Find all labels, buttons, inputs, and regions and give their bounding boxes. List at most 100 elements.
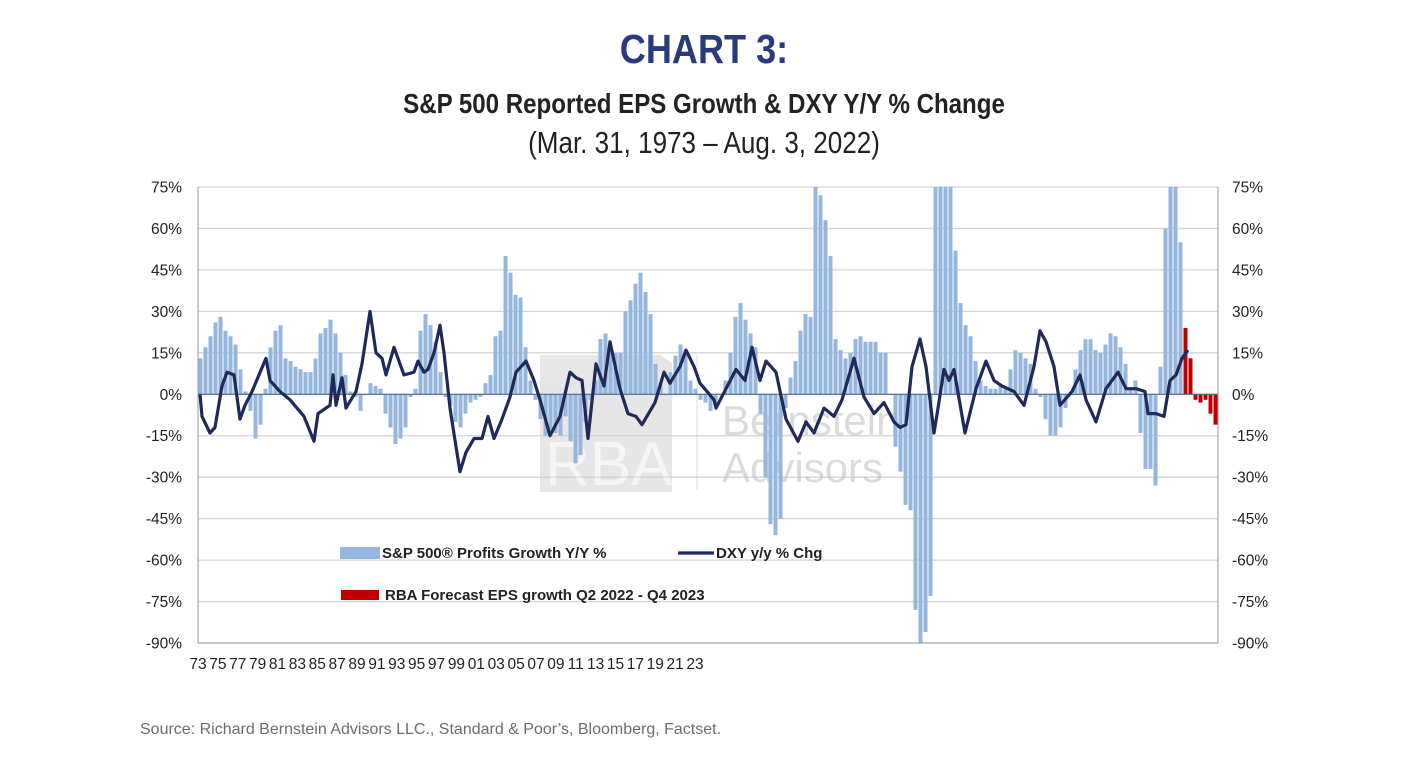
- eps-bar: [1113, 336, 1118, 395]
- axes: 75% 75% 60% 60% 45% 45% 30% 30% 15% 15% 0% 0% -15% -1…: [146, 180, 1269, 674]
- eps-bar: [1158, 366, 1163, 395]
- eps-bar: [1163, 228, 1168, 395]
- eps-bar: [498, 330, 503, 395]
- x-tick-label: 05: [507, 656, 524, 673]
- eps-bar: [958, 303, 963, 395]
- eps-bar: [1173, 187, 1178, 395]
- eps-bar: [368, 383, 373, 395]
- eps-bar: [313, 358, 318, 395]
- eps-bar: [553, 394, 558, 433]
- eps-bar: [533, 394, 538, 400]
- eps-bar: [993, 388, 998, 395]
- eps-bar: [318, 333, 323, 395]
- eps-bar: [883, 352, 888, 395]
- x-tick-label: 11: [568, 656, 584, 673]
- x-tick-label: 73: [189, 656, 206, 673]
- eps-bar: [828, 256, 833, 395]
- eps-bar: [683, 350, 688, 395]
- eps-bar: [1048, 394, 1053, 436]
- eps-bar: [273, 330, 278, 395]
- y-tick-label-right: 15%: [1232, 345, 1263, 362]
- eps-bar: [478, 394, 483, 398]
- legend-label-forecast: RBA Forecast EPS growth Q2 2022 - Q4 202…: [385, 587, 705, 604]
- eps-bar: [308, 372, 313, 395]
- eps-bar: [1128, 388, 1133, 395]
- x-tick-label: 93: [388, 656, 405, 673]
- eps-bar: [258, 394, 263, 425]
- eps-bar: [263, 388, 268, 395]
- eps-bar: [648, 314, 653, 395]
- forecast-bar: [1188, 358, 1193, 395]
- y-tick-label-right: -60%: [1232, 553, 1268, 570]
- eps-bar: [413, 388, 418, 395]
- eps-bar: [693, 388, 698, 395]
- eps-bar: [868, 341, 873, 395]
- eps-bar: [438, 372, 443, 395]
- eps-bar: [708, 394, 713, 411]
- eps-bar: [468, 394, 473, 403]
- eps-bar: [653, 363, 658, 395]
- dxy-line: [198, 309, 1190, 474]
- y-tick-label-right: 75%: [1232, 180, 1263, 197]
- eps-bar: [913, 394, 918, 610]
- eps-bar: [948, 187, 953, 395]
- eps-bar: [1118, 347, 1123, 395]
- eps-bar: [1168, 187, 1173, 395]
- x-tick-label: 07: [527, 656, 544, 673]
- eps-bar: [268, 347, 273, 395]
- x-tick-label: 89: [348, 656, 365, 673]
- x-tick-label: 13: [587, 656, 604, 673]
- eps-bar: [698, 394, 703, 400]
- eps-bar: [963, 325, 968, 395]
- eps-bar: [528, 380, 533, 395]
- x-tick-label: 87: [329, 656, 346, 673]
- eps-bar: [483, 383, 488, 395]
- eps-bar: [758, 394, 763, 414]
- eps-bar: [633, 283, 638, 395]
- forecast-bar: [1198, 394, 1203, 403]
- eps-bar: [388, 394, 393, 428]
- eps-bar: [953, 250, 958, 395]
- x-tick-label: 17: [627, 656, 644, 673]
- chart-title: S&P 500 Reported EPS Growth & DXY Y/Y % …: [403, 88, 1005, 119]
- eps-bar: [578, 394, 583, 456]
- y-tick-label-right: -30%: [1232, 470, 1268, 487]
- eps-bar: [283, 358, 288, 395]
- y-tick-label-left: -45%: [146, 511, 182, 528]
- x-tick-label: 83: [289, 656, 306, 673]
- eps-bar: [1083, 339, 1088, 395]
- eps-bar: [383, 394, 388, 414]
- x-tick-label: 15: [607, 656, 624, 673]
- eps-bar: [778, 394, 783, 519]
- eps-bar: [1138, 394, 1143, 433]
- y-tick-label-left: -90%: [146, 636, 182, 653]
- eps-bar: [403, 394, 408, 428]
- eps-bar: [748, 333, 753, 395]
- eps-bar: [293, 366, 298, 395]
- eps-bar: [303, 372, 308, 395]
- chart-label: CHART 3:: [619, 26, 789, 72]
- x-tick-label: 75: [209, 656, 226, 673]
- legend-label-dxy: DXY y/y % Chg: [716, 545, 822, 562]
- eps-bar: [243, 391, 248, 395]
- eps-bar: [833, 339, 838, 395]
- eps-bar: [1008, 369, 1013, 395]
- y-tick-label-left: 15%: [151, 345, 182, 362]
- eps-bar: [513, 294, 518, 395]
- eps-bar: [453, 394, 458, 422]
- eps-bar: [298, 369, 303, 395]
- watermark-rba: RBA: [545, 430, 673, 499]
- x-tick-label: 85: [309, 656, 326, 673]
- eps-bar: [623, 311, 628, 395]
- eps-bar: [198, 358, 203, 395]
- eps-bar: [563, 394, 568, 417]
- eps-bar: [903, 394, 908, 505]
- y-tick-label-left: 30%: [151, 304, 182, 321]
- eps-bar: [518, 297, 523, 395]
- eps-bar: [728, 352, 733, 395]
- eps-bar: [523, 347, 528, 395]
- eps-bar: [473, 394, 478, 400]
- watermark-line1: Bernstein: [722, 397, 899, 444]
- eps-bar: [1108, 333, 1113, 395]
- x-tick-label: 97: [428, 656, 445, 673]
